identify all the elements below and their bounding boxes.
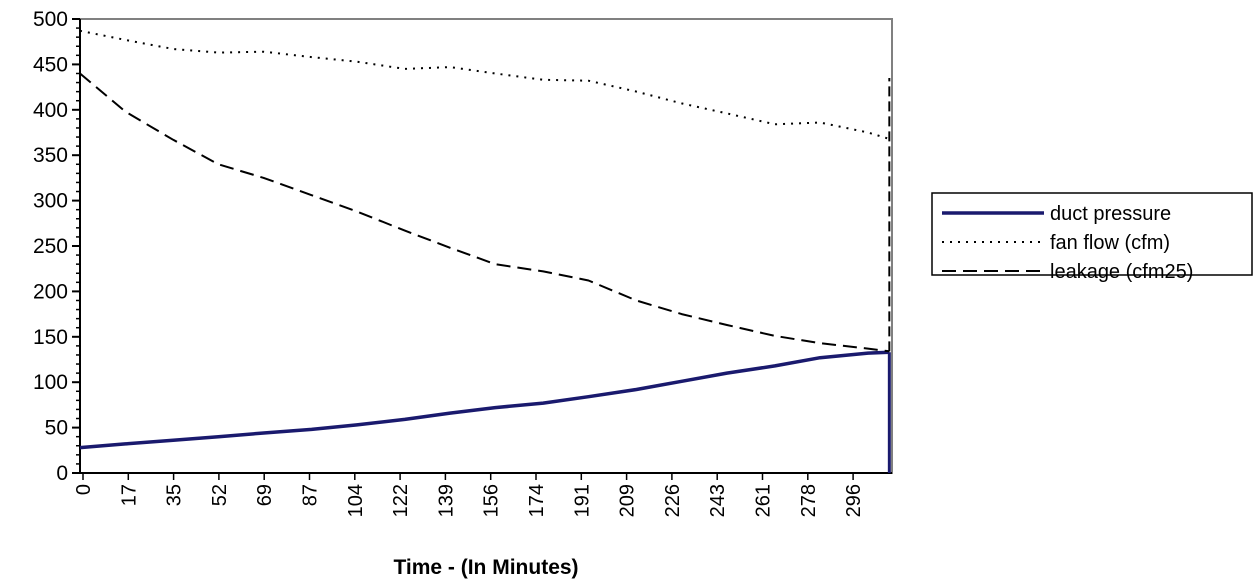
- x-axis-title: Time - (In Minutes): [393, 556, 578, 579]
- x-axis: 0 17 35 52 69 87 104 122 139 156 174 191 209 226 243 26…: [73, 472, 892, 517]
- y-tick-label: 100: [33, 371, 68, 394]
- x-tick-label: 139: [435, 484, 457, 517]
- y-tick-label: 500: [33, 8, 68, 31]
- x-tick-label: 35: [164, 484, 186, 506]
- legend-label: fan flow (cfm): [1050, 232, 1170, 254]
- x-tick-label: 296: [843, 484, 865, 517]
- x-tick-label: 0: [73, 484, 95, 495]
- y-tick-label: 50: [45, 417, 68, 440]
- series-layer: [79, 29, 891, 473]
- x-tick-label: 87: [300, 484, 322, 506]
- y-tick-label: 150: [33, 326, 68, 349]
- x-tick-label: 191: [571, 484, 593, 517]
- plot-area-frame: [79, 18, 893, 474]
- legend: duct pressure fan flow (cfm) leakage (cfm2…: [931, 192, 1253, 283]
- x-tick-label: 104: [345, 484, 367, 517]
- x-tick-label: 174: [526, 484, 548, 517]
- y-tick-label: 350: [33, 144, 68, 167]
- legend-label: duct pressure: [1050, 203, 1171, 225]
- y-tick-label: 200: [33, 280, 68, 303]
- x-tick-label: 243: [707, 484, 729, 517]
- legend-box: [931, 192, 1253, 276]
- x-tick-label: 278: [798, 484, 820, 517]
- x-tick-label: 52: [209, 484, 231, 506]
- x-tick-label: 261: [753, 484, 775, 517]
- x-tick-label: 226: [662, 484, 684, 517]
- x-tick-label: 156: [481, 484, 503, 517]
- x-tick-label: 17: [118, 484, 140, 506]
- x-tick-label: 209: [617, 484, 639, 517]
- y-tick-label: 0: [56, 462, 68, 485]
- y-tick-label: 250: [33, 235, 68, 258]
- series-line-1: [79, 350, 890, 450]
- y-axis: 0 50 100 150 200 250 300 350 400 450 500: [33, 8, 81, 485]
- x-tick-label: 122: [390, 484, 412, 517]
- x-tick-label: 69: [254, 484, 276, 506]
- y-tick-label: 400: [33, 99, 68, 122]
- legend-label: leakage (cfm25): [1050, 261, 1193, 283]
- y-tick-label: 300: [33, 190, 68, 213]
- y-tick-label: 450: [33, 53, 68, 76]
